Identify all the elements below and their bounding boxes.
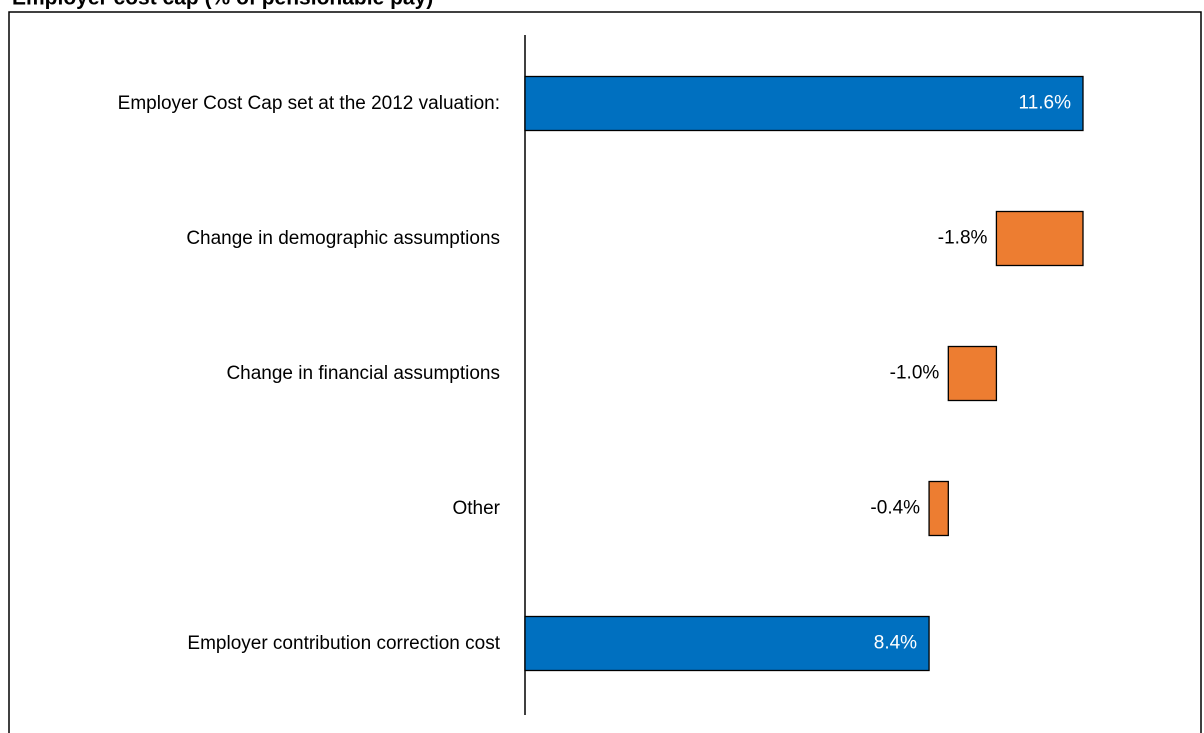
bar — [524, 615, 930, 672]
category-label: Other — [452, 497, 500, 519]
category-label: Change in financial assumptions — [226, 362, 500, 384]
bar — [947, 345, 998, 402]
value-label: 8.4% — [874, 633, 917, 654]
bar — [928, 480, 949, 537]
value-label: 11.6% — [1019, 93, 1072, 114]
bar — [995, 210, 1084, 267]
bar — [524, 75, 1084, 132]
category-label: Change in demographic assumptions — [186, 227, 500, 249]
category-label: Employer contribution correction cost — [187, 632, 500, 654]
value-label: -1.0% — [890, 363, 940, 384]
frame — [8, 11, 1202, 733]
value-label: -0.4% — [870, 498, 920, 519]
chart-title: Employer cost cap (% of pensionable pay) — [12, 0, 433, 10]
value-label: -1.8% — [938, 228, 988, 249]
category-label: Employer Cost Cap set at the 2012 valuat… — [117, 92, 500, 114]
